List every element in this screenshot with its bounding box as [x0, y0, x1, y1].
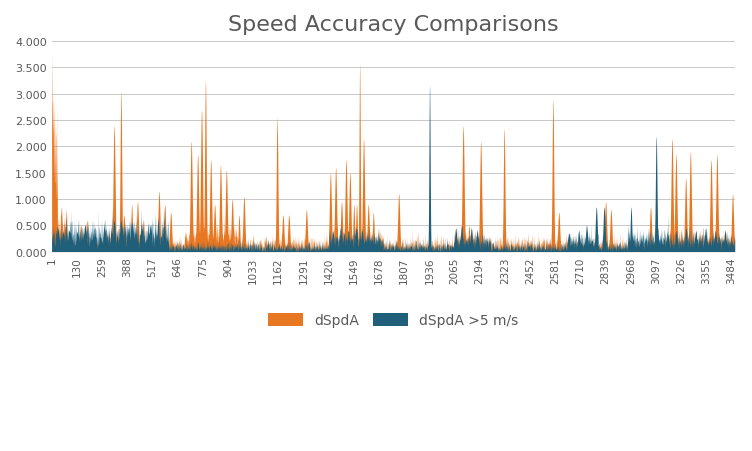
Legend: dSpdA, dSpdA >5 m/s: dSpdA, dSpdA >5 m/s — [262, 308, 523, 333]
Title: Speed Accuracy Comparisons: Speed Accuracy Comparisons — [228, 15, 559, 35]
